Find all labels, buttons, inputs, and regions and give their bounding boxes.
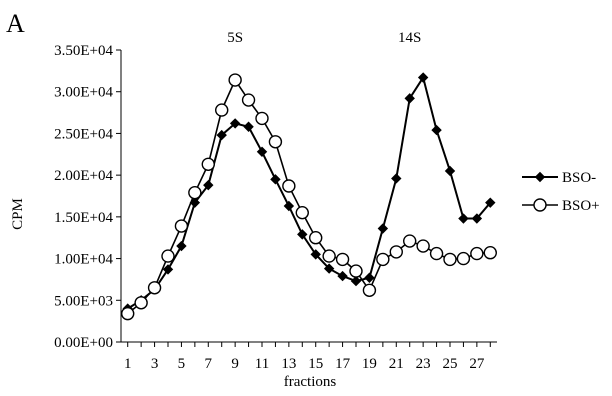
x-tick-label: 27 [469, 356, 485, 372]
data-point [429, 246, 444, 261]
data-point [456, 251, 471, 266]
data-point [228, 73, 242, 87]
series-2 [121, 73, 497, 321]
data-point [335, 252, 350, 267]
data-point [362, 283, 377, 297]
data-point [323, 263, 335, 274]
data-point [215, 103, 229, 117]
series-1 [122, 72, 496, 314]
data-point [295, 205, 309, 220]
y-ticks: 0.00E+00 5.00E+03 1.00E+04 1.50E+04 2.00E+04… [54, 43, 121, 351]
x-tick-label: 7 [205, 356, 213, 372]
x-tick-label: 23 [416, 356, 431, 372]
x-tick-label: 19 [362, 356, 377, 372]
data-point [483, 246, 497, 260]
data-point [161, 249, 175, 263]
data-point [147, 281, 162, 295]
series-group [121, 72, 497, 321]
data-point [297, 229, 308, 240]
series-line [127, 75, 492, 310]
data-point [376, 252, 390, 267]
x-axis-title: fractions [284, 374, 337, 390]
data-point [134, 296, 148, 310]
data-point [201, 157, 215, 171]
legend-label: BSO- [562, 170, 596, 186]
legend-marker [534, 171, 546, 183]
data-point [162, 264, 174, 275]
y-tick-label: 1.50E+04 [54, 210, 113, 226]
data-point [417, 72, 429, 83]
data-point [470, 246, 484, 261]
legend-item: BSO+ [522, 198, 600, 214]
data-point [485, 197, 496, 208]
x-tick-label: 5 [178, 356, 186, 372]
data-point [431, 124, 442, 136]
legend: BSO- BSO+ [522, 170, 600, 214]
data-point [270, 174, 281, 185]
peak-annotation: 5S [227, 30, 243, 46]
data-point [403, 234, 417, 248]
x-tick-label: 9 [231, 356, 239, 372]
data-point [256, 146, 268, 157]
legend-item: BSO- [522, 170, 596, 186]
x-tick-label: 3 [151, 356, 159, 372]
data-point [282, 179, 296, 193]
y-tick-label: 0.00E+00 [54, 335, 113, 351]
data-point [377, 223, 389, 234]
data-point [255, 111, 269, 126]
axes [120, 50, 497, 343]
data-point [268, 135, 283, 149]
data-point [241, 93, 256, 107]
data-point [444, 165, 456, 177]
y-tick-label: 3.00E+04 [54, 85, 113, 101]
y-tick-label: 2.50E+04 [54, 126, 113, 142]
data-point [176, 240, 187, 252]
x-tick-label: 13 [281, 356, 296, 372]
legend-marker [533, 198, 547, 212]
data-point [443, 252, 457, 267]
data-point [229, 118, 241, 129]
data-point [174, 219, 189, 233]
data-point [243, 121, 254, 132]
data-point [216, 129, 227, 141]
data-point [309, 231, 323, 245]
data-point [310, 249, 321, 260]
data-point [416, 239, 430, 253]
data-point [121, 306, 135, 321]
peak-annotation: 14S [398, 30, 421, 46]
annotations: 5S 14S [227, 30, 421, 46]
data-point [350, 275, 362, 287]
panel-label: A [6, 9, 25, 38]
data-point [391, 173, 402, 184]
y-tick-label: 3.50E+04 [54, 43, 113, 59]
data-point [364, 272, 375, 283]
y-tick-label: 2.00E+04 [54, 168, 113, 184]
y-tick-label: 1.00E+04 [54, 252, 113, 268]
data-point [404, 93, 415, 104]
data-point [471, 213, 483, 224]
x-tick-label: 15 [308, 356, 323, 372]
data-point [349, 264, 363, 278]
y-axis-title: CPM [10, 198, 26, 230]
x-tick-label: 1 [124, 356, 132, 372]
data-point [283, 200, 295, 212]
y-tick-label: 5.00E+03 [54, 293, 113, 309]
series-line [127, 78, 491, 315]
data-point [188, 185, 202, 200]
x-tick-label: 21 [389, 356, 404, 372]
legend-label: BSO+ [562, 198, 600, 214]
x-tick-label: 11 [255, 356, 269, 372]
x-ticks: 1 3 5 7 9 11 13 15 17 19 21 23 25 27 [124, 342, 491, 372]
x-tick-label: 25 [443, 356, 458, 372]
data-point [458, 213, 469, 224]
data-point [203, 179, 214, 191]
data-point [322, 249, 336, 263]
x-tick-label: 17 [335, 356, 351, 372]
data-point [389, 245, 403, 259]
data-point [337, 270, 348, 282]
